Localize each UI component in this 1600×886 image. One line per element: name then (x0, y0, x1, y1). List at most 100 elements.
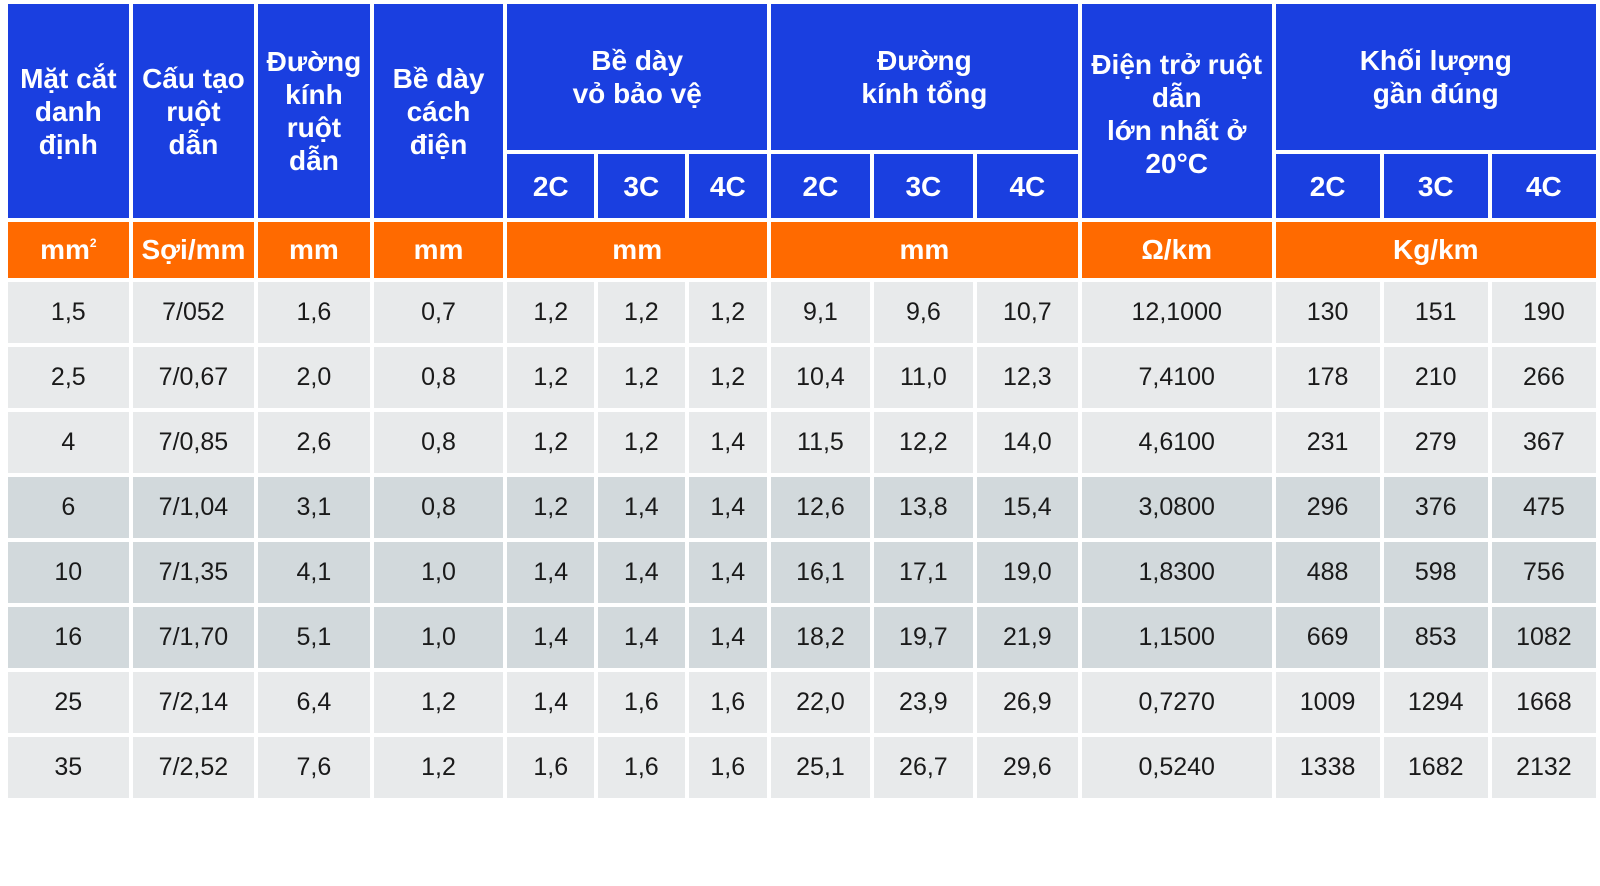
table-cell: 1,8300 (1081, 542, 1272, 607)
table-cell: 853 (1383, 607, 1488, 672)
table-cell: 7/1,04 (132, 477, 255, 542)
table-cell: 1,0 (373, 607, 504, 672)
table-cell: 19,0 (976, 542, 1078, 607)
table-cell: 4,6100 (1081, 412, 1272, 477)
table-cell: 6 (8, 477, 129, 542)
header-cross-section: Mặt cắt danh định (8, 4, 129, 222)
unit-max-resistance: Ω/km (1081, 222, 1272, 282)
table-cell: 5,1 (258, 607, 370, 672)
table-cell: 16,1 (770, 542, 870, 607)
table-cell: 25,1 (770, 737, 870, 802)
table-cell: 279 (1383, 412, 1488, 477)
table-cell: 26,9 (976, 672, 1078, 737)
table-cell: 1,6 (598, 672, 685, 737)
table-cell: 598 (1383, 542, 1488, 607)
table-cell: 9,1 (770, 282, 870, 347)
table-cell: 2132 (1491, 737, 1596, 802)
table-cell: 1,4 (688, 477, 767, 542)
table-cell: 1682 (1383, 737, 1488, 802)
table-cell: 0,8 (373, 412, 504, 477)
subheader-sheath-4c: 4C (688, 154, 767, 222)
subheader-weight-4c: 4C (1491, 154, 1596, 222)
table-cell: 7/1,35 (132, 542, 255, 607)
table-cell: 14,0 (976, 412, 1078, 477)
table-cell: 296 (1275, 477, 1380, 542)
unit-approx-weight: Kg/km (1275, 222, 1596, 282)
table-cell: 1338 (1275, 737, 1380, 802)
table-cell: 19,7 (873, 607, 973, 672)
table-cell: 1,0 (373, 542, 504, 607)
table-cell: 29,6 (976, 737, 1078, 802)
table-cell: 1,4 (688, 542, 767, 607)
header-overall-diameter: Đường kính tổng (770, 4, 1078, 154)
unit-insulation-thickness: mm (373, 222, 504, 282)
table-cell: 1,4 (507, 672, 595, 737)
table-cell: 1,2 (688, 347, 767, 412)
table-cell: 1,2 (507, 477, 595, 542)
table-cell: 3,1 (258, 477, 370, 542)
table-cell: 15,4 (976, 477, 1078, 542)
table-cell: 367 (1491, 412, 1596, 477)
cable-spec-table: Mặt cắt danh định Cấu tạo ruột dẫn Đường… (4, 4, 1600, 802)
table-cell: 1,6 (688, 737, 767, 802)
table-cell: 22,0 (770, 672, 870, 737)
table-cell: 4,1 (258, 542, 370, 607)
table-cell: 0,7 (373, 282, 504, 347)
unit-conductor-diameter: mm (258, 222, 370, 282)
table-cell: 7/2,52 (132, 737, 255, 802)
table-row: 2,5 7/0,67 2,0 0,8 1,2 1,2 1,2 10,4 11,0 12,3 7,41… (8, 347, 1596, 412)
unit-cross-section: mm2 (8, 222, 129, 282)
subheader-weight-3c: 3C (1383, 154, 1488, 222)
table-row: 1,5 7/052 1,6 0,7 1,2 1,2 1,2 9,1 9,6 10,7 12,1000… (8, 282, 1596, 347)
table-cell: 231 (1275, 412, 1380, 477)
table-cell: 1,6 (688, 672, 767, 737)
table-cell: 11,0 (873, 347, 973, 412)
table-cell: 17,1 (873, 542, 973, 607)
table-cell: 4 (8, 412, 129, 477)
table-cell: 1,4 (507, 542, 595, 607)
table-cell: 1,4 (688, 412, 767, 477)
table-cell: 1,2 (507, 282, 595, 347)
table-cell: 1668 (1491, 672, 1596, 737)
table-cell: 1,2 (598, 347, 685, 412)
table-cell: 21,9 (976, 607, 1078, 672)
table-body: 1,5 7/052 1,6 0,7 1,2 1,2 1,2 9,1 9,6 10,7 12,1000… (8, 282, 1596, 802)
table-cell: 178 (1275, 347, 1380, 412)
table-cell: 2,5 (8, 347, 129, 412)
table-cell: 1,2 (507, 347, 595, 412)
unit-cross-section-text: mm (40, 234, 90, 265)
table-cell: 1,4 (507, 607, 595, 672)
table-cell: 130 (1275, 282, 1380, 347)
table-cell: 7,4100 (1081, 347, 1272, 412)
table-cell: 1,4 (598, 477, 685, 542)
table-cell: 11,5 (770, 412, 870, 477)
table-cell: 475 (1491, 477, 1596, 542)
table-cell: 10,7 (976, 282, 1078, 347)
header-sheath-thickness: Bề dày vỏ bảo vệ (507, 4, 767, 154)
table-row: 35 7/2,52 7,6 1,2 1,6 1,6 1,6 25,1 26,7 29,6 0,524… (8, 737, 1596, 802)
table-cell: 0,5240 (1081, 737, 1272, 802)
unit-conductor-structure: Sợi/mm (132, 222, 255, 282)
subheader-diameter-2c: 2C (770, 154, 870, 222)
table-cell: 10 (8, 542, 129, 607)
table-cell: 9,6 (873, 282, 973, 347)
table-cell: 1,2 (507, 412, 595, 477)
header-conductor-structure: Cấu tạo ruột dẫn (132, 4, 255, 222)
table-cell: 13,8 (873, 477, 973, 542)
table-cell: 7/1,70 (132, 607, 255, 672)
table-cell: 6,4 (258, 672, 370, 737)
table-cell: 0,8 (373, 477, 504, 542)
table-cell: 7/2,14 (132, 672, 255, 737)
table-row: 6 7/1,04 3,1 0,8 1,2 1,4 1,4 12,6 13,8 15,4 3,0800… (8, 477, 1596, 542)
table-cell: 1,2 (598, 412, 685, 477)
table-cell: 756 (1491, 542, 1596, 607)
table-cell: 12,6 (770, 477, 870, 542)
table-cell: 1,4 (688, 607, 767, 672)
table-cell: 1,2 (688, 282, 767, 347)
table-cell: 25 (8, 672, 129, 737)
table-row: 10 7/1,35 4,1 1,0 1,4 1,4 1,4 16,1 17,1 19,0 1,830… (8, 542, 1596, 607)
header-insulation-thickness: Bề dày cách điện (373, 4, 504, 222)
table-cell: 23,9 (873, 672, 973, 737)
subheader-diameter-4c: 4C (976, 154, 1078, 222)
table-cell: 0,7270 (1081, 672, 1272, 737)
